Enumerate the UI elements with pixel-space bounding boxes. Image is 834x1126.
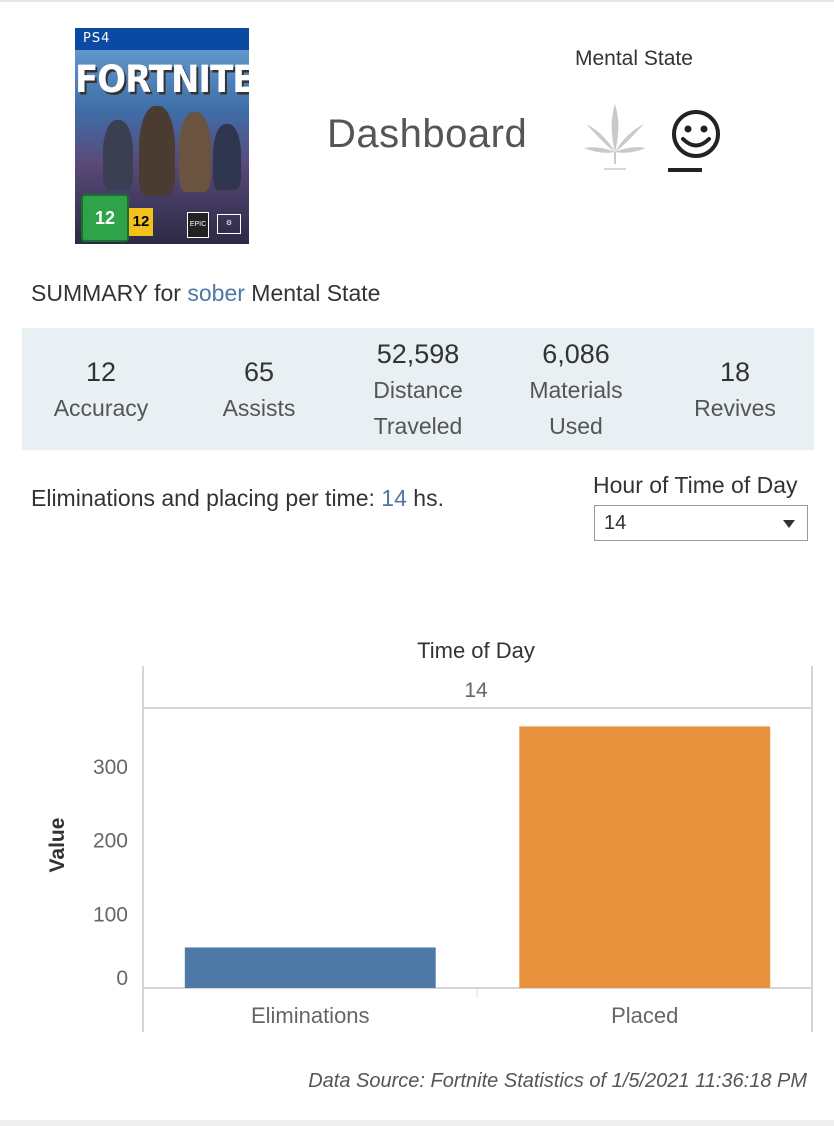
kpi-distance-traveled: 52,598 Distance Traveled [348,336,488,444]
data-source-footer: Data Source: Fortnite Statistics of 1/5/… [308,1070,807,1092]
kpi-label: Distance Traveled [373,377,463,439]
y-tick-label: 0 [116,967,128,990]
y-tick-label: 100 [93,903,128,926]
game-cover-image: PS4 FORTNITE 12 12 EPIC ⚙ [75,28,249,244]
game-logo: FORTNITE [75,58,249,102]
chart-column-header: 14 [464,679,488,702]
summary-state: sober [187,280,245,306]
eliminations-prefix: Eliminations and placing per time: [31,485,375,511]
hero-figure [139,106,175,196]
hero-figure [179,112,211,192]
hero-figure [213,124,241,190]
x-tick-label: Placed [611,1003,678,1028]
kpi-band [22,328,814,450]
pegi-rating-badge: 12 [129,208,153,236]
kpi-label: Revives [694,395,776,421]
kpi-label: Accuracy [53,395,149,421]
bar-placed[interactable] [519,726,771,988]
kpi-label: Assists [222,395,296,421]
eliminations-heading: Eliminations and placing per time: 14 hs… [31,485,444,512]
summary-heading: SUMMARY for sober Mental State [31,280,380,307]
publisher-logo: EPIC [187,212,209,238]
kpi-revives: 18 Revives [656,354,814,426]
bottom-divider [0,1120,834,1126]
platform-bar [75,28,249,50]
kpi-value: 6,086 [542,339,610,369]
kpi-value: 65 [243,357,275,387]
kpi-value: 18 [719,357,751,387]
y-axis-label: Value [46,818,69,873]
top-divider [0,0,834,2]
summary-prefix: SUMMARY for [31,280,181,306]
hour-filter-dropdown[interactable]: 14 [594,505,808,541]
platform-label: PS4 [83,31,111,46]
kpi-label: Materials Used [529,377,623,439]
eliminations-suffix: hs. [413,485,444,511]
usk-rating-badge: 12 [81,194,129,242]
kpi-accuracy: 12 Accuracy [22,354,180,426]
hour-filter-label: Hour of Time of Day [593,472,798,498]
kpi-value: 52,598 [376,339,460,369]
chevron-down-icon[interactable] [783,520,795,528]
chart-title: Time of Day [417,638,535,663]
hour-filter-value: 14 [604,512,627,534]
x-tick-label: Eliminations [251,1003,370,1028]
bar-eliminations[interactable] [184,947,436,988]
page-title: Dashboard [327,112,528,156]
cannabis-leaf-icon[interactable] [582,100,648,174]
y-tick-label: 200 [93,830,128,853]
kpi-value: 12 [85,357,117,387]
kpi-assists: 65 Assists [180,354,338,426]
smiley-face-icon[interactable] [668,110,724,176]
mental-state-label: Mental State [575,47,693,70]
eliminations-hour: 14 [381,485,407,511]
kpi-materials-used: 6,086 Materials Used [506,336,646,444]
hero-figure [103,120,133,190]
summary-suffix: Mental State [251,280,381,306]
developer-logo: ⚙ [217,214,241,234]
y-tick-label: 300 [93,756,128,779]
